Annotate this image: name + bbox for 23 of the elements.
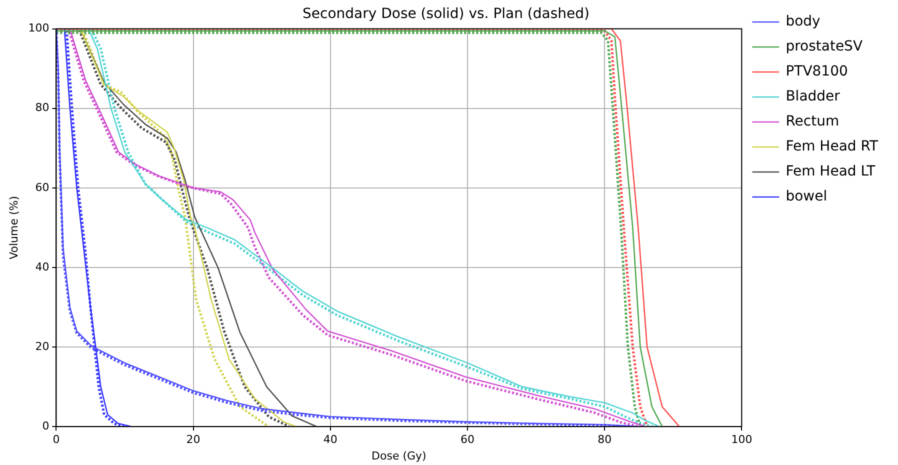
legend-label: bowel	[786, 188, 828, 205]
legend-label: PTV8100	[786, 64, 848, 80]
x-tick-label: 100	[731, 433, 752, 446]
legend-label: Fem Head RT	[786, 138, 878, 155]
y-tick-label: 40	[35, 260, 50, 274]
x-axis-title: Dose (Gy)	[372, 449, 426, 462]
y-tick-label: 80	[35, 101, 50, 114]
x-tick-label: 20	[186, 433, 200, 446]
y-tick-label: 100	[28, 22, 50, 35]
legend-label: Rectum	[786, 114, 840, 130]
y-tick-label: 0	[42, 419, 50, 432]
chart-title: Secondary Dose (solid) vs. Plan (dashed)	[302, 6, 590, 22]
y-tick-label: 60	[35, 180, 50, 194]
y-axis-title: Volume (%)	[7, 196, 20, 260]
x-tick-label: 60	[460, 433, 474, 446]
legend-label: Bladder	[786, 88, 840, 105]
x-tick-label: 0	[52, 433, 60, 446]
y-tick-label: 20	[35, 340, 50, 353]
legend-label: body	[786, 14, 820, 30]
legend-label: Fem Head LT	[786, 164, 876, 180]
legend-label: prostateSV	[786, 38, 863, 55]
x-tick-label: 40	[323, 433, 338, 446]
x-tick-label: 80	[598, 433, 612, 446]
